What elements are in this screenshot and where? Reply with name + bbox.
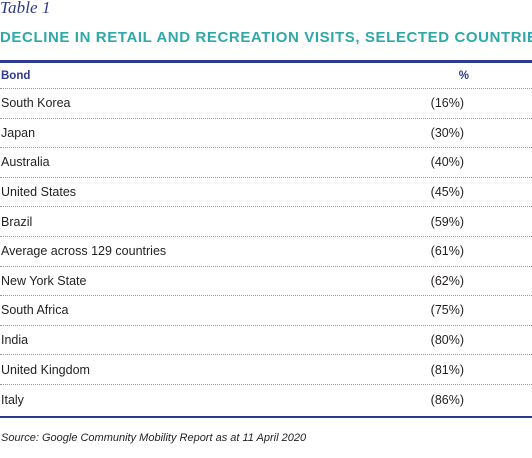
table-label: Table 1 <box>0 0 51 17</box>
row-value: (61%) <box>430 244 464 259</box>
source-note: Source: Google Community Mobility Report… <box>1 432 307 444</box>
row-value: (81%) <box>430 362 464 377</box>
row-name: New York State <box>1 273 87 288</box>
bottom-rule <box>0 416 532 418</box>
row-value: (30%) <box>430 125 464 140</box>
table-title: DECLINE IN RETAIL AND RECREATION VISITS,… <box>0 29 532 46</box>
row-name: Japan <box>1 125 36 140</box>
row-value: (45%) <box>430 185 464 200</box>
row-value: (75%) <box>430 303 464 318</box>
table-row: South Africa (75%) <box>0 296 532 326</box>
row-name: South Africa <box>1 303 69 318</box>
row-name: United States <box>1 185 77 200</box>
row-value: (16%) <box>430 96 464 111</box>
top-rule <box>0 60 532 63</box>
column-header-value: % <box>458 69 469 82</box>
column-header-name: Bond <box>1 69 31 82</box>
table-row: New York State (62%) <box>0 267 532 297</box>
table-row: India (80%) <box>0 326 532 356</box>
row-name: Italy <box>1 392 24 407</box>
data-table: Bond % South Korea (16%) Japan (30%) Aus… <box>0 63 532 415</box>
table-row: Brazil (59%) <box>0 207 532 237</box>
table-row: South Korea (16%) <box>0 89 532 119</box>
row-name: South Korea <box>1 96 71 111</box>
row-value: (86%) <box>430 392 464 407</box>
row-value: (62%) <box>430 273 464 288</box>
table-row: Average across 129 countries (61%) <box>0 237 532 267</box>
row-name: United Kingdom <box>1 362 90 377</box>
row-name: India <box>1 333 29 348</box>
table-row: Japan (30%) <box>0 119 532 149</box>
table-row: United States (45%) <box>0 178 532 208</box>
row-name: Australia <box>1 155 50 170</box>
row-name: Brazil <box>1 214 33 229</box>
table-header-row: Bond % <box>0 63 532 89</box>
table-row: Italy (86%) <box>0 385 532 415</box>
row-name: Average across 129 countries <box>1 244 167 259</box>
table-row: United Kingdom (81%) <box>0 355 532 385</box>
row-value: (80%) <box>430 333 464 348</box>
row-value: (40%) <box>430 155 464 170</box>
table-row: Australia (40%) <box>0 148 532 178</box>
row-value: (59%) <box>430 214 464 229</box>
